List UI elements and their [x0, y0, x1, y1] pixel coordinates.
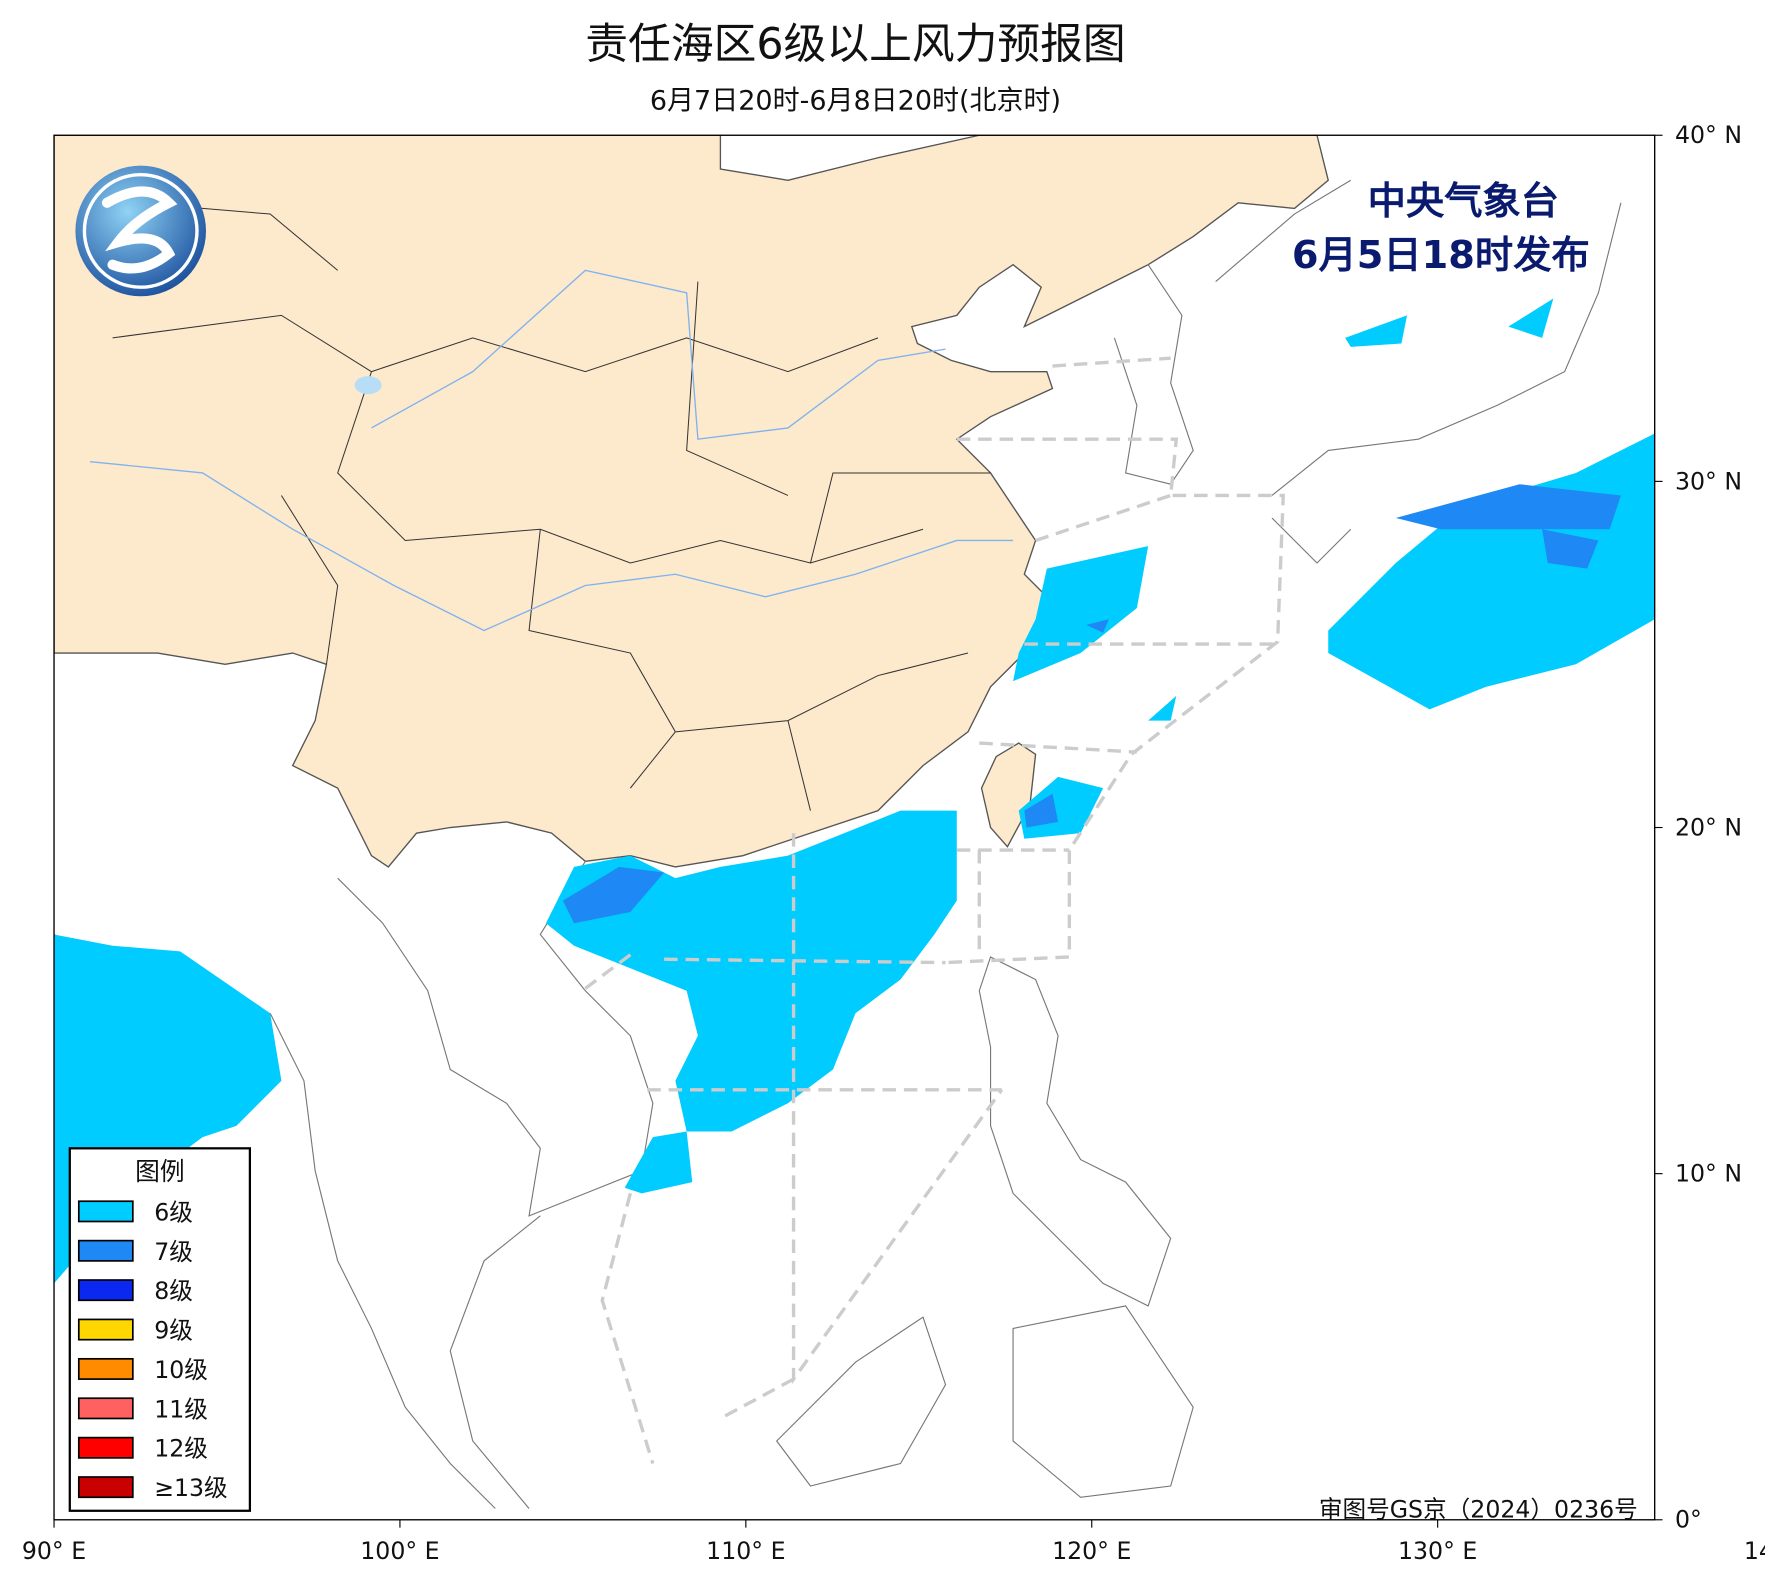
legend-label: 12级 — [154, 1435, 208, 1463]
issuer: 中央气象台 — [1368, 179, 1559, 224]
china-land — [54, 135, 1330, 868]
legend-swatch — [77, 1476, 134, 1499]
wind-area — [545, 810, 957, 1132]
map-body — [54, 135, 1655, 1509]
wind-area — [624, 1131, 693, 1194]
x-tick-label: 130° E — [1398, 1537, 1477, 1565]
taiwan — [980, 742, 1037, 848]
legend-swatch — [77, 1239, 134, 1262]
x-tick-label: 140° E — [1744, 1537, 1765, 1565]
legend-label: 10级 — [154, 1356, 208, 1384]
legend-label: 8级 — [154, 1277, 193, 1305]
y-tick-label: 0° — [1675, 1506, 1702, 1534]
legend-label: 7级 — [154, 1238, 193, 1266]
legend-swatch — [77, 1436, 134, 1459]
legend-label: 11级 — [154, 1395, 208, 1423]
legend-swatch — [77, 1357, 134, 1380]
y-tick-label: 30° N — [1675, 467, 1742, 495]
y-tick-label: 20° N — [1675, 813, 1742, 841]
legend-swatch — [77, 1318, 134, 1341]
legend-label: 6级 — [154, 1198, 193, 1226]
wind-area — [1013, 546, 1149, 682]
subtitle: 6月7日20时-6月8日20时(北京时) — [650, 85, 1061, 116]
legend: 图例 6级 7级 8级 9级 10级 11级 12级 ≥13级 — [68, 1147, 252, 1512]
rivers — [89, 269, 1014, 632]
title: 责任海区6级以上风力预报图 — [585, 20, 1125, 70]
x-tick-label: 110° E — [706, 1537, 785, 1565]
wind-area — [1328, 433, 1655, 710]
x-tick-label: 120° E — [1052, 1537, 1131, 1565]
approval-number: 审图号GS京（2024）0236号 — [1319, 1496, 1638, 1524]
legend-label: ≥13级 — [154, 1474, 227, 1502]
lake — [354, 376, 382, 395]
sea-area-boundaries — [584, 356, 1285, 1465]
legend-swatch — [77, 1279, 134, 1302]
logo — [75, 165, 206, 297]
x-tick-label: 100° E — [360, 1537, 439, 1565]
y-tick-label: 10° N — [1675, 1160, 1742, 1188]
legend-swatch — [77, 1397, 134, 1420]
axis-labels: 90° E 100° E 110° E 120° E 130° E 140° E 0° 10°… — [22, 121, 1765, 1565]
wind-area — [562, 866, 665, 924]
issue-time: 6月5日18时发布 — [1292, 233, 1590, 278]
legend-swatch — [77, 1200, 134, 1223]
x-tick-label: 90° E — [22, 1537, 86, 1565]
legend-title: 图例 — [135, 1157, 185, 1186]
wind-area — [1395, 484, 1621, 569]
province-borders — [112, 202, 991, 811]
y-tick-label: 40° N — [1675, 121, 1742, 149]
legend-label: 9级 — [154, 1317, 193, 1345]
wind-area — [1024, 619, 1109, 828]
